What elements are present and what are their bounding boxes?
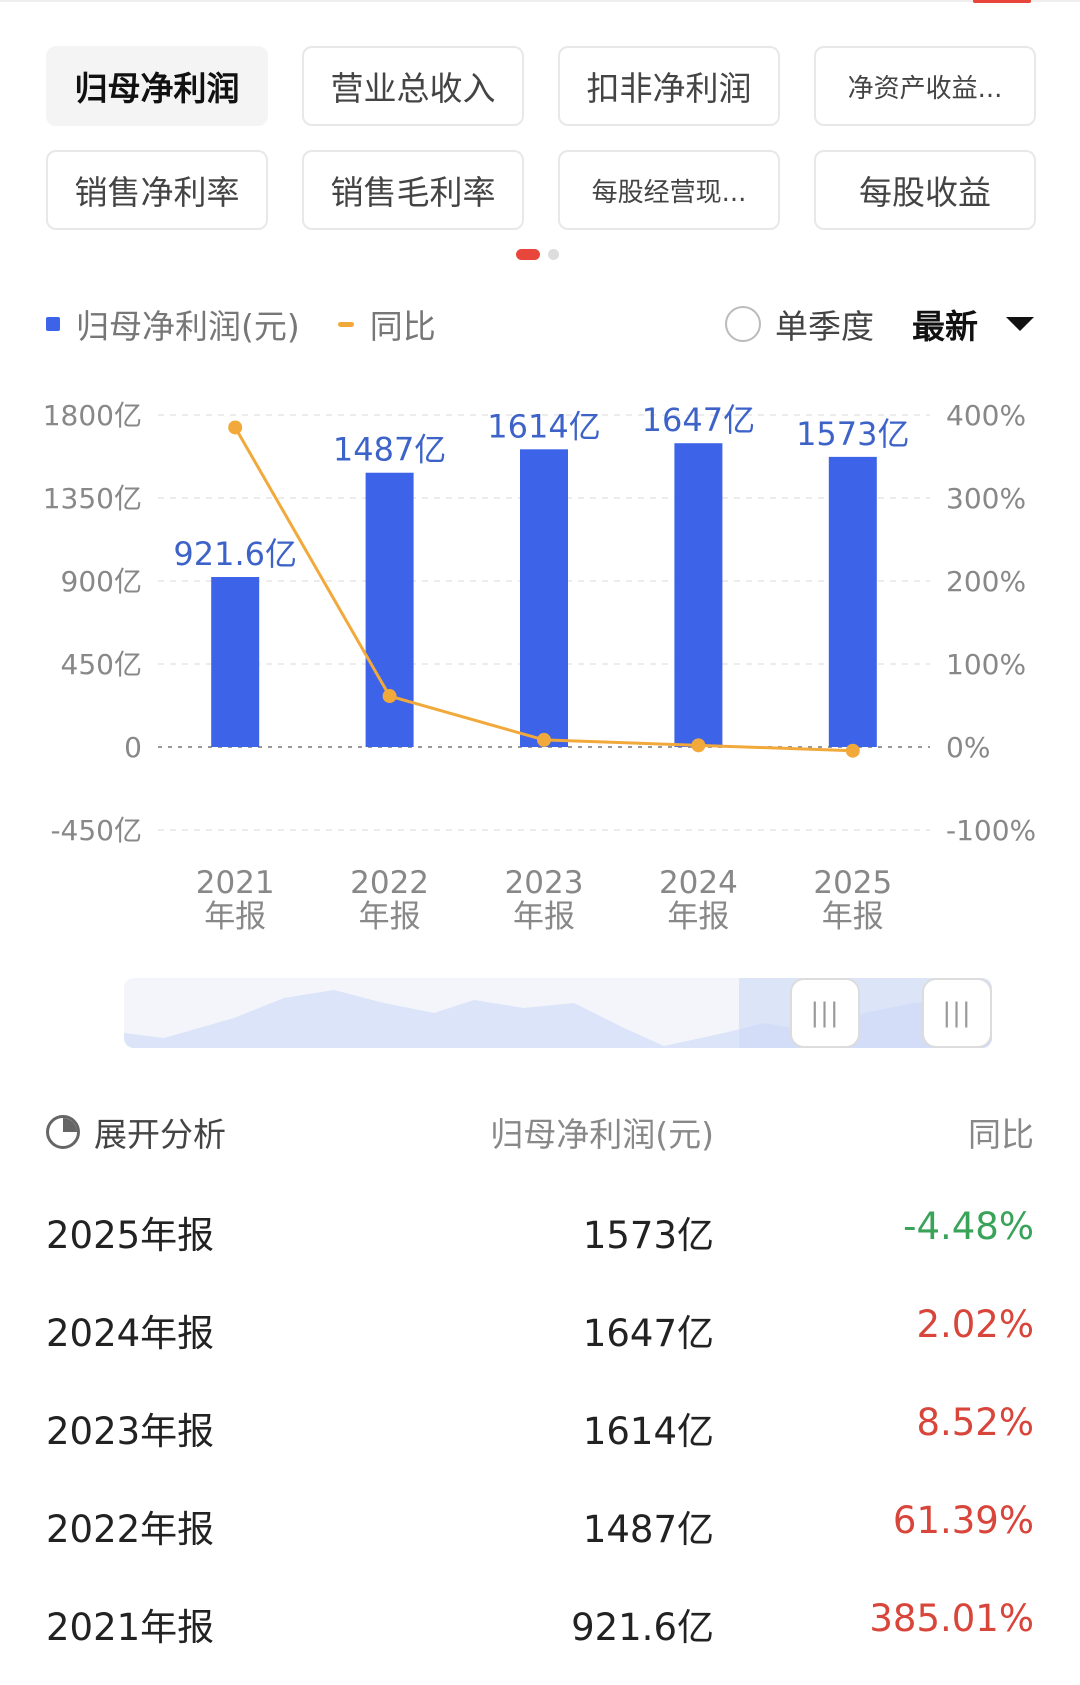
x-tick-type: 年报 — [513, 899, 575, 935]
y-right-tick-label: 100% — [946, 648, 1026, 681]
expand-analysis-label: 展开分析 — [94, 1115, 226, 1154]
row-value: 1614亿 — [582, 1410, 714, 1453]
bar-value-label: 921.6亿 — [173, 535, 297, 573]
tab-deducted-net-profit[interactable]: 扣非净利润 — [558, 46, 780, 126]
row-period: 2025年报 — [46, 1214, 215, 1257]
y-right-tick-label: 300% — [946, 482, 1026, 515]
x-tick-year: 2021 — [196, 865, 275, 901]
bar[interactable] — [520, 449, 568, 747]
row-period: 2023年报 — [46, 1410, 215, 1453]
tab-net-margin[interactable]: 销售净利率 — [46, 150, 268, 230]
x-tick-type: 年报 — [822, 899, 884, 935]
y-right-tick-label: -100% — [946, 814, 1036, 847]
pie-chart-icon — [46, 1115, 80, 1149]
chart-controls: 单季度 最新 — [725, 300, 1034, 348]
y-left-tick-label: 900亿 — [61, 565, 142, 598]
bar-legend-swatch — [46, 317, 60, 331]
tab-eps[interactable]: 每股收益 — [814, 150, 1036, 230]
y-left-tick-label: 1800亿 — [43, 399, 142, 432]
quarter-label[interactable]: 单季度 — [775, 307, 874, 346]
tab-gross-margin[interactable]: 销售毛利率 — [302, 150, 524, 230]
row-value: 1487亿 — [582, 1508, 714, 1551]
yoy-point[interactable] — [691, 738, 706, 753]
x-tick-year: 2023 — [505, 865, 584, 901]
net-profit-chart: 1800亿 1350亿 900亿 450亿 0 -450亿 400% 300% 200% 100%… — [43, 399, 1036, 935]
yoy-point[interactable] — [537, 732, 551, 747]
table-row[interactable]: 2025年报 1573亿 -4.48% — [46, 1205, 1034, 1265]
quarter-radio[interactable] — [725, 306, 761, 342]
tab-total-revenue[interactable]: 营业总收入 — [302, 46, 524, 126]
x-tick-type: 年报 — [359, 899, 421, 935]
y-left-tick-label: -450亿 — [50, 814, 142, 847]
y-right-tick-label: 400% — [946, 399, 1026, 432]
header-value: 归母净利润(元) — [490, 1115, 714, 1154]
expand-analysis-button[interactable]: 展开分析 — [46, 1108, 226, 1156]
metric-tabs: 归母净利润 营业总收入 扣非净利润 净资产收益... 销售净利率 销售毛利率 每… — [46, 46, 1036, 230]
y-left-tick-label: 1350亿 — [43, 482, 142, 515]
table-row[interactable]: 2024年报 1647亿 2.02% — [46, 1303, 1034, 1363]
yoy-point[interactable] — [845, 743, 860, 758]
page-indicator — [516, 249, 559, 260]
row-yoy: 61.39% — [892, 1499, 1034, 1542]
row-yoy: 8.52% — [916, 1401, 1034, 1444]
page-dot-active — [516, 249, 540, 260]
top-divider — [0, 0, 1080, 2]
row-yoy: 2.02% — [916, 1303, 1034, 1346]
chart-legend: 归母净利润(元) 同比 — [46, 300, 436, 348]
bar-value-label: 1573亿 — [796, 415, 909, 453]
x-tick-year: 2024 — [659, 865, 738, 901]
yoy-point[interactable] — [228, 420, 243, 435]
row-period: 2022年报 — [46, 1508, 215, 1551]
latest-dropdown-label[interactable]: 最新 — [912, 307, 978, 346]
range-handle-left[interactable]: ||| — [790, 978, 860, 1048]
table-header: 展开分析 归母净利润(元) 同比 — [46, 1108, 1034, 1158]
y-right-tick-label: 200% — [946, 565, 1026, 598]
line-legend-swatch — [337, 321, 354, 327]
y-left-tick-label: 0 — [124, 731, 142, 764]
bar-value-label: 1647亿 — [642, 401, 755, 439]
y-right-tick-label: 0% — [946, 731, 990, 764]
tab-operating-cash-per-share[interactable]: 每股经营现... — [558, 150, 780, 230]
bar-value-label: 1487亿 — [333, 431, 446, 469]
table-row[interactable]: 2022年报 1487亿 61.39% — [46, 1499, 1034, 1559]
range-slider-track[interactable] — [124, 978, 992, 1048]
bar-legend-label: 归母净利润(元) — [76, 307, 300, 346]
range-slider-preview — [124, 978, 992, 1048]
tab-indicator — [973, 0, 1031, 3]
page-dot — [548, 249, 559, 260]
row-value: 1573亿 — [582, 1214, 714, 1257]
y-left-tick-label: 450亿 — [61, 648, 142, 681]
range-handle-right[interactable]: ||| — [922, 978, 992, 1048]
x-tick-type: 年报 — [667, 899, 729, 935]
x-tick-year: 2022 — [350, 865, 429, 901]
row-yoy: -4.48% — [903, 1205, 1034, 1248]
row-period: 2021年报 — [46, 1606, 215, 1649]
line-legend-label: 同比 — [369, 307, 436, 346]
row-value: 921.6亿 — [571, 1606, 714, 1649]
bar[interactable] — [674, 443, 723, 747]
tab-net-profit[interactable]: 归母净利润 — [46, 46, 268, 126]
yoy-point[interactable] — [382, 689, 397, 704]
bar-value-label: 1614亿 — [487, 407, 600, 445]
tab-roe[interactable]: 净资产收益... — [814, 46, 1036, 126]
row-value: 1647亿 — [582, 1312, 714, 1355]
bar[interactable] — [211, 577, 260, 747]
x-tick-year: 2025 — [813, 865, 892, 901]
header-yoy: 同比 — [968, 1115, 1034, 1154]
table-row[interactable]: 2023年报 1614亿 8.52% — [46, 1401, 1034, 1461]
x-tick-type: 年报 — [204, 899, 266, 935]
bar[interactable] — [365, 472, 414, 747]
caret-down-icon[interactable] — [1006, 317, 1034, 331]
row-period: 2024年报 — [46, 1312, 215, 1355]
table-row[interactable]: 2021年报 921.6亿 385.01% — [46, 1597, 1034, 1657]
bar[interactable] — [828, 456, 877, 747]
row-yoy: 385.01% — [869, 1597, 1034, 1640]
